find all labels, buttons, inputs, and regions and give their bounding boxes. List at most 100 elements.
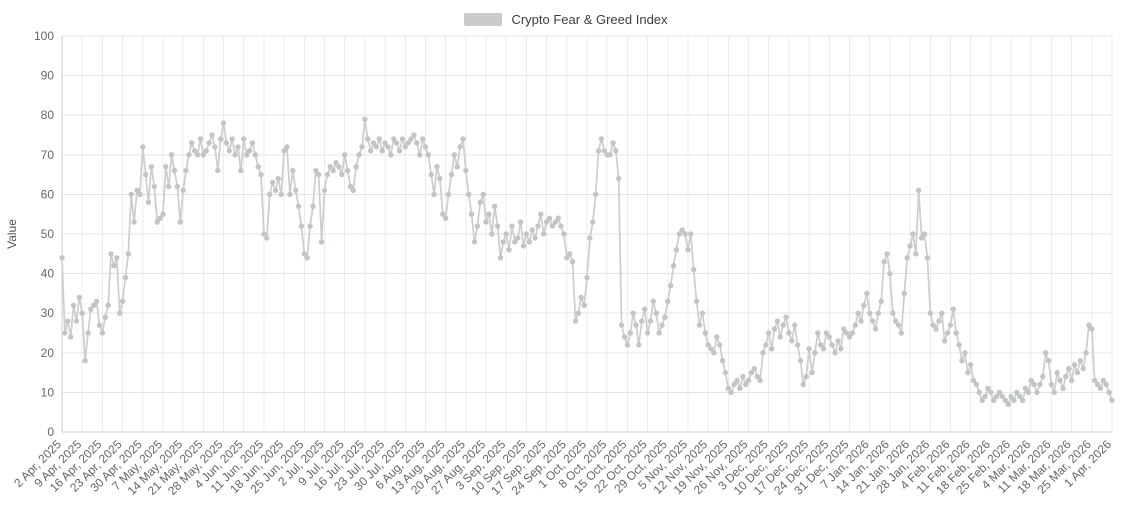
data-point: [829, 342, 835, 348]
data-point: [950, 306, 956, 312]
data-point: [342, 152, 348, 158]
data-point: [503, 231, 509, 237]
data-point: [970, 377, 977, 384]
data-point: [454, 164, 460, 170]
data-point: [748, 369, 755, 376]
data-point: [901, 290, 907, 297]
data-point: [249, 140, 256, 146]
data-point: [812, 350, 818, 356]
data-point: [595, 148, 602, 154]
data-point: [215, 167, 221, 174]
data-point: [1109, 397, 1115, 403]
data-point: [569, 259, 576, 265]
data-point: [910, 231, 916, 237]
data-point: [344, 167, 351, 174]
data-point: [653, 310, 659, 316]
data-point: [102, 314, 109, 320]
svg-text:80: 80: [41, 108, 55, 122]
data-point: [849, 330, 856, 336]
data-point: [543, 219, 550, 225]
data-point: [846, 334, 853, 340]
data-point: [887, 270, 893, 277]
data-point: [740, 373, 746, 380]
data-point: [68, 334, 74, 340]
data-point: [936, 318, 942, 324]
data-point: [633, 322, 639, 328]
data-point: [1103, 381, 1109, 388]
data-point: [924, 255, 931, 261]
data-point: [590, 219, 596, 225]
data-point: [428, 171, 434, 178]
data-point: [1048, 381, 1055, 388]
data-point: [815, 330, 821, 336]
data-point: [532, 235, 538, 241]
data-point: [719, 358, 726, 364]
data-point: [264, 235, 270, 241]
data-point: [373, 144, 380, 150]
data-point: [673, 247, 680, 253]
data-point: [463, 167, 469, 174]
data-point: [1011, 397, 1017, 403]
data-point: [699, 310, 706, 316]
data-point: [757, 377, 763, 384]
data-point: [743, 381, 749, 388]
data-point: [393, 140, 400, 146]
data-point: [1106, 389, 1112, 396]
data-point: [561, 231, 567, 237]
data-point: [1092, 377, 1098, 384]
data-point: [140, 144, 146, 150]
data-point: [1057, 377, 1063, 384]
data-point: [321, 187, 328, 194]
data-point: [881, 259, 887, 265]
data-point: [768, 346, 775, 352]
data-point: [148, 164, 155, 170]
data-point: [59, 255, 65, 261]
data-point: [293, 187, 299, 194]
data-point: [930, 322, 936, 328]
data-point: [229, 136, 235, 142]
data-point: [777, 334, 783, 340]
data-point: [1017, 393, 1023, 400]
data-point: [1028, 377, 1034, 384]
data-point: [1086, 322, 1092, 328]
chart-legend[interactable]: Crypto Fear & Greed Index: [0, 9, 1132, 29]
data-point: [803, 373, 809, 380]
data-point: [693, 298, 700, 304]
data-point: [593, 191, 599, 198]
svg-text:30: 30: [41, 306, 55, 320]
data-point: [417, 152, 423, 158]
series-markers: [59, 116, 1115, 407]
data-point: [171, 167, 178, 174]
data-point: [512, 239, 518, 245]
data-point: [1068, 377, 1075, 384]
data-point: [976, 389, 982, 396]
data-point: [261, 231, 267, 237]
data-point: [581, 302, 587, 308]
data-point: [1094, 381, 1101, 388]
data-point: [555, 215, 561, 221]
data-point: [414, 140, 420, 146]
data-point: [65, 318, 71, 324]
data-point: [616, 175, 622, 182]
data-point: [705, 342, 711, 348]
svg-text:60: 60: [41, 187, 55, 201]
data-point: [278, 191, 284, 198]
data-point: [875, 310, 881, 316]
data-point: [333, 160, 339, 166]
data-point: [379, 148, 385, 154]
data-point: [457, 144, 463, 150]
data-point: [200, 152, 206, 158]
data-point: [1051, 389, 1058, 396]
data-point: [330, 167, 336, 174]
data-point: [552, 219, 558, 225]
data-point: [691, 266, 697, 273]
data-point: [760, 350, 766, 356]
data-point: [114, 255, 120, 261]
data-point: [238, 167, 244, 174]
data-point: [737, 385, 743, 392]
data-point: [399, 136, 406, 142]
data-point: [246, 148, 253, 154]
data-point: [745, 377, 752, 384]
data-point: [818, 342, 824, 348]
data-point: [218, 136, 224, 142]
